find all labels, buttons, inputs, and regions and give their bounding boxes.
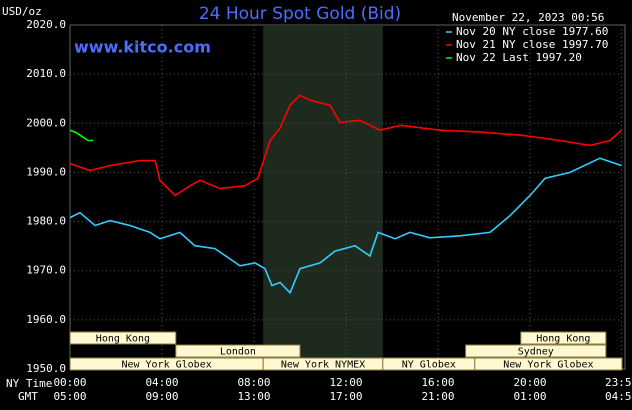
x-tick-label: 12:00	[329, 376, 362, 389]
session-label: New York NYMEX	[281, 360, 365, 371]
y-tick-label: 2000.0	[26, 116, 66, 129]
gmt-tick-label: 01:00	[513, 390, 546, 403]
plot-area	[69, 24, 626, 370]
y-tick-label: 1960.0	[26, 313, 66, 326]
chart-title: 24 Hour Spot Gold (Bid)	[199, 4, 401, 24]
x-tick-label: 16:00	[421, 376, 454, 389]
session-box	[69, 331, 177, 345]
session-label: London	[220, 347, 256, 358]
highlight-band	[263, 25, 383, 369]
series-line	[69, 157, 622, 295]
session-label: Sydney	[518, 347, 554, 358]
session-box	[474, 357, 623, 371]
x-tick-label: 04:00	[145, 376, 178, 389]
legend-entry: Nov 21 NY close 1997.70	[456, 38, 608, 51]
x-tick-label: 08:00	[237, 376, 270, 389]
y-tick-label: 1980.0	[26, 215, 66, 228]
gmt-tick-label: 05:00	[53, 390, 86, 403]
y-axis-label: USD/oz	[2, 5, 42, 18]
session-box	[520, 331, 607, 345]
session-label: New York Globex	[503, 360, 593, 371]
y-tick-label: 1970.0	[26, 264, 66, 277]
gmt-tick-label: 17:00	[329, 390, 362, 403]
x-row-label: NY Time	[6, 377, 52, 390]
series-line	[69, 129, 93, 142]
x-tick-label: 00:00	[53, 376, 86, 389]
session-box	[465, 344, 607, 358]
session-label: Hong Kong	[536, 334, 590, 345]
session-box	[175, 344, 301, 358]
session-label: New York Globex	[121, 360, 211, 371]
gmt-tick-label: 13:00	[237, 390, 270, 403]
session-label: NY Globex	[402, 360, 456, 371]
series-line	[69, 94, 623, 197]
gmt-tick-label: 04:59	[605, 390, 632, 403]
y-tick-label: 2010.0	[26, 67, 66, 80]
gmt-tick-label: 09:00	[145, 390, 178, 403]
gmt-tick-label: 21:00	[421, 390, 454, 403]
legend-entry: Nov 22 Last 1997.20	[456, 51, 582, 64]
session-label: Hong Kong	[96, 334, 150, 345]
legend-entry: Nov 20 NY close 1977.60	[456, 25, 608, 38]
x-tick-label: 20:00	[513, 376, 546, 389]
timestamp: November 22, 2023 00:56	[452, 11, 604, 24]
y-tick-label: 1990.0	[26, 165, 66, 178]
watermark: www.kitco.com	[74, 38, 211, 57]
y-tick-label: 2020.0	[26, 18, 66, 31]
x-tick-label: 23:59	[605, 376, 632, 389]
y-tick-label: 1950.0	[26, 362, 66, 375]
gmt-row-label: GMT	[18, 390, 38, 403]
